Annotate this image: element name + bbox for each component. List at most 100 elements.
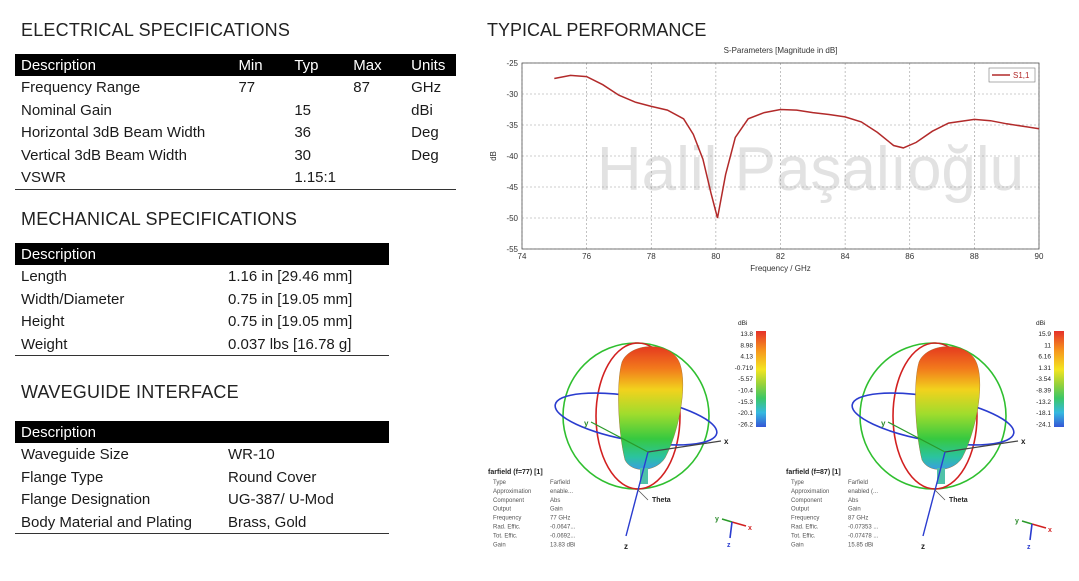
row-value: UG-387/ U-Mod: [228, 491, 334, 509]
table-row: Height 0.75 in [19.05 mm]: [15, 310, 389, 333]
table-cell: [232, 121, 288, 144]
row-value: 1.16 in [29.46 mm]: [228, 267, 353, 285]
row-label: Waveguide Size: [21, 445, 129, 463]
prop-key: Component: [493, 498, 524, 504]
y-tick-label: -30: [506, 90, 518, 99]
mechanical-title: MECHANICAL SPECIFICATIONS: [21, 209, 298, 229]
scale-value: 4.13: [740, 354, 753, 361]
electrical-header-typ: Typ: [288, 54, 348, 76]
table-row: Weight 0.037 lbs [16.78 g]: [15, 333, 389, 356]
z-axis-line: [922, 451, 946, 537]
gizmo-z: [729, 521, 733, 539]
gizmo-y: [1021, 520, 1033, 525]
gizmo-x-letter: x: [1048, 527, 1052, 534]
x-tick-label: 86: [905, 252, 914, 261]
prop-value: 15.85 dBi: [848, 542, 873, 548]
table-cell: 1.15:1: [294, 169, 337, 187]
scale-unit: dBi: [1036, 320, 1045, 327]
farfield-title: farfield (f=87) [1]: [786, 469, 841, 476]
theta-pointer: [934, 489, 946, 501]
table-cell: 36: [294, 124, 311, 142]
prop-value: 87 GHz: [848, 516, 868, 522]
row-value: Round Cover: [228, 468, 317, 486]
antenna-feed: [640, 468, 648, 484]
table-row: Flange Type Round Cover: [15, 466, 389, 489]
gizmo-z-letter: z: [1027, 544, 1031, 551]
prop-key: Output: [791, 507, 809, 513]
scale-value: -18.1: [1036, 410, 1051, 417]
z-axis-letter: z: [921, 542, 925, 551]
table-cell: Nominal Gain: [21, 101, 112, 119]
table-cell: VSWR: [21, 169, 66, 187]
table-row: VSWR 1.15:1: [15, 167, 456, 190]
y-axis-letter: y: [584, 419, 589, 428]
gizmo-y: [721, 518, 733, 523]
x-axis-label: Frequency / GHz: [750, 264, 810, 273]
prop-key: Type: [791, 480, 805, 486]
scale-value: 1.31: [1038, 365, 1051, 372]
scale-value: -0.719: [735, 365, 754, 372]
table-cell: [232, 99, 288, 122]
x-tick-label: 82: [776, 252, 785, 261]
table-cell: [232, 167, 288, 190]
electrical-title: ELECTRICAL SPECIFICATIONS: [21, 20, 291, 40]
row-value: 0.75 in [19.05 mm]: [228, 290, 353, 308]
x-tick-label: 84: [841, 252, 850, 261]
scale-value: -13.2: [1036, 399, 1051, 406]
electrical-header-description: Description: [15, 54, 233, 76]
plot-frame: [521, 62, 1040, 250]
row-value: Brass, Gold: [228, 513, 307, 531]
gizmo-y-letter: y: [1015, 518, 1019, 525]
table-row: Waveguide Size WR-10: [15, 443, 389, 466]
prop-key: Gain: [493, 542, 506, 548]
gizmo-z-letter: z: [727, 542, 731, 549]
series-line-s11: [554, 74, 1040, 219]
z-axis-letter: z: [624, 542, 628, 551]
table-cell: [347, 121, 405, 144]
prop-value: Farfield: [550, 480, 570, 486]
legend-box: [988, 67, 1036, 83]
theta-label: Theta: [949, 497, 968, 504]
prop-value: 13.83 dBi: [550, 542, 575, 548]
table-cell: Deg: [411, 146, 439, 164]
prop-key: Approximation: [791, 489, 829, 495]
y-tick-label: -50: [506, 214, 518, 223]
x-axis-letter: x: [1021, 437, 1026, 446]
prop-value: Farfield: [848, 480, 868, 486]
waveguide-table: Description Waveguide Size WR-10 Flange Ty…: [15, 421, 389, 535]
gizmo-x-letter: x: [748, 525, 752, 532]
x-axis-line: [647, 440, 722, 453]
prop-key: Output: [493, 507, 511, 513]
scale-value: 8.98: [740, 342, 753, 349]
x-tick-label: 78: [647, 252, 656, 261]
scale-value: -26.2: [738, 421, 753, 428]
prop-value: -0.07353 ...: [848, 525, 879, 531]
prop-key: Gain: [791, 542, 804, 548]
table-row: Body Material and Plating Brass, Gold: [15, 511, 389, 534]
table-row: Nominal Gain 15 dBi: [15, 99, 456, 122]
y-tick-label: -45: [506, 183, 518, 192]
chart-title: S-Parameters [Magnitude in dB]: [724, 46, 838, 55]
s-parameter-chart: S-Parameters [Magnitude in dB] Halil Paşa…: [490, 46, 1044, 273]
scale-value: -15.3: [738, 399, 753, 406]
prop-key: Frequency: [493, 516, 521, 522]
table-cell: [405, 167, 456, 190]
gizmo-x: [731, 521, 747, 527]
y-tick-label: -40: [506, 152, 518, 161]
watermark: Halil Paşalıoğlu: [597, 135, 1024, 204]
electrical-header-units: Units: [405, 54, 456, 76]
table-row: Length 1.16 in [29.46 mm]: [15, 265, 389, 288]
electrical-header-max: Max: [347, 54, 406, 76]
table-cell: GHz: [411, 78, 442, 96]
row-label: Width/Diameter: [21, 290, 125, 308]
radiation-pattern: [618, 346, 683, 470]
gizmo-z: [1029, 523, 1033, 541]
y-axis-line: [590, 421, 649, 453]
table-row: Width/Diameter 0.75 in [19.05 mm]: [15, 288, 389, 311]
color-scale-bar: [1054, 331, 1064, 427]
x-axis-letter: x: [724, 437, 729, 446]
prop-value: enabled (...: [848, 489, 878, 495]
row-value: 0.037 lbs [16.78 g]: [228, 335, 352, 353]
table-row: Frequency Range 77 87 GHz: [15, 76, 456, 99]
waveguide-header: Description: [15, 421, 389, 443]
